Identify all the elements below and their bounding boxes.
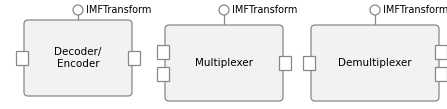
Text: Multiplexer: Multiplexer — [195, 58, 253, 68]
Circle shape — [219, 5, 229, 15]
Bar — [157, 67, 169, 81]
Bar — [303, 56, 315, 70]
Circle shape — [370, 5, 380, 15]
Bar — [16, 51, 28, 65]
Text: Decoder/
Encoder: Decoder/ Encoder — [55, 47, 101, 69]
Circle shape — [73, 5, 83, 15]
FancyBboxPatch shape — [311, 25, 439, 101]
Bar — [157, 45, 169, 59]
FancyBboxPatch shape — [24, 20, 132, 96]
Bar — [128, 51, 140, 65]
Bar — [435, 67, 447, 81]
Text: Demultiplexer: Demultiplexer — [338, 58, 412, 68]
Text: IMFTransform: IMFTransform — [232, 5, 297, 15]
Bar — [435, 45, 447, 59]
Text: IMFTransform: IMFTransform — [383, 5, 447, 15]
FancyBboxPatch shape — [165, 25, 283, 101]
Bar — [279, 56, 291, 70]
Text: IMFTransform: IMFTransform — [86, 5, 152, 15]
